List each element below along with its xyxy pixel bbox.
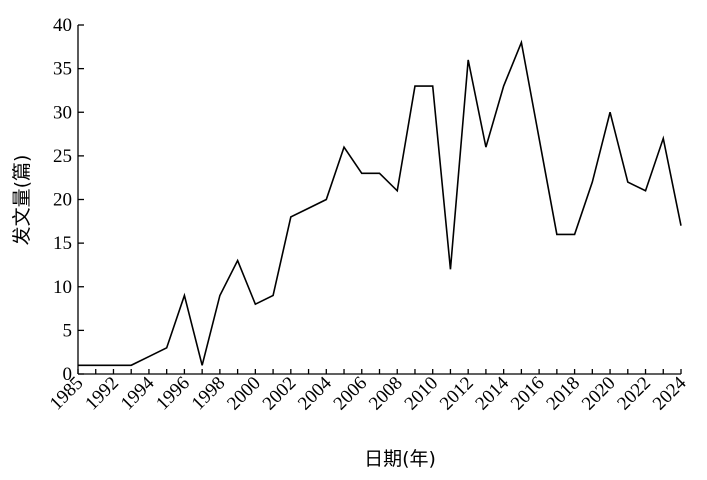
- x-tick-label: 2012: [436, 373, 478, 415]
- x-tick-label: 2024: [649, 372, 691, 414]
- y-tick-label: 25: [53, 146, 72, 167]
- x-tick-label: 1985: [46, 373, 88, 415]
- x-tick-label: 1998: [188, 373, 230, 415]
- x-tick-label: 1996: [152, 373, 194, 415]
- y-tick-label: 20: [53, 190, 72, 211]
- x-tick-label: 2018: [542, 373, 584, 415]
- x-tick-label: 2022: [613, 373, 655, 415]
- y-tick-label: 10: [53, 277, 72, 298]
- y-tick-label: 15: [53, 233, 72, 254]
- y-tick-label: 0: [63, 364, 73, 385]
- x-tick-label: 2006: [330, 373, 372, 415]
- x-axis-title: 日期(年): [364, 448, 436, 470]
- y-tick-label: 30: [53, 102, 72, 123]
- x-tick-label: 2014: [471, 372, 513, 414]
- y-axis-title: 发文量(篇): [11, 155, 33, 246]
- line-series: [78, 39, 682, 367]
- x-tick-label: 1992: [81, 373, 123, 415]
- x-tick-label: 1994: [117, 372, 159, 414]
- x-tick-label: 2020: [578, 373, 620, 415]
- y-tick-label: 40: [53, 15, 72, 36]
- x-tick-label: 2000: [223, 373, 265, 415]
- x-tick-label: 2002: [259, 373, 301, 415]
- x-tick-label: 2010: [401, 373, 443, 415]
- y-tick-label: 5: [63, 320, 73, 341]
- x-tick-label: 2016: [507, 373, 549, 415]
- x-tick-label: 2004: [294, 372, 336, 414]
- x-tick-label: 2008: [365, 373, 407, 415]
- y-tick-label: 35: [53, 59, 72, 80]
